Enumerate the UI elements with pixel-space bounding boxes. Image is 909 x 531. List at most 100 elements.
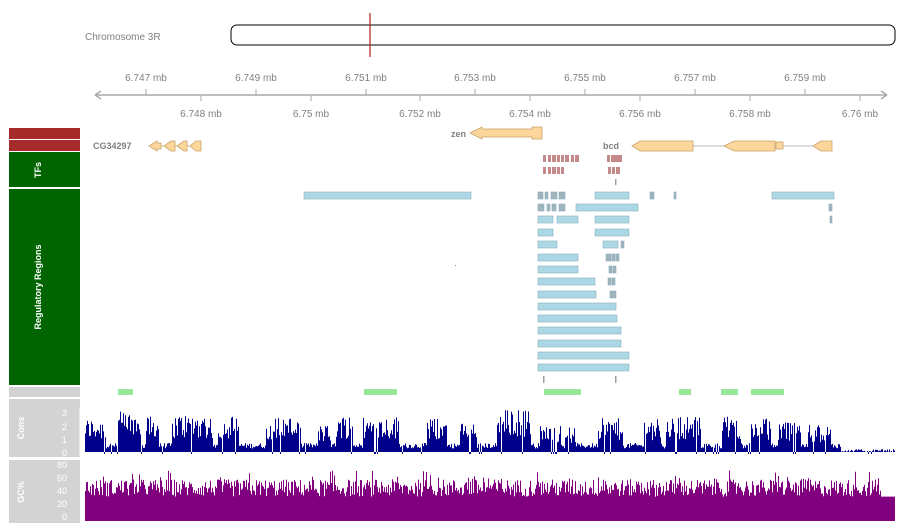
gene-zen[interactable] [469, 126, 543, 140]
regulatory-region[interactable] [303, 191, 472, 200]
regulatory-region[interactable] [829, 215, 833, 224]
tf-site[interactable] [561, 167, 564, 174]
regulatory-region[interactable] [673, 191, 677, 200]
regulatory-region[interactable] [615, 376, 617, 383]
regulatory-region[interactable] [558, 203, 566, 212]
regulatory-region[interactable] [537, 277, 596, 286]
tf-site[interactable] [552, 167, 556, 174]
tf-site[interactable] [565, 155, 569, 162]
regulatory-region[interactable] [551, 203, 557, 212]
axis-tick-label: 6.759 mb [784, 73, 826, 84]
tf-site[interactable] [548, 167, 551, 174]
regulatory-region[interactable] [550, 191, 558, 200]
highlight-region[interactable] [364, 389, 397, 395]
regulatory-region[interactable] [558, 191, 566, 200]
regulatory-region[interactable] [537, 314, 618, 323]
regulatory-region[interactable] [537, 290, 597, 299]
gc-tick-20: 20 [57, 499, 67, 509]
regulatory-region[interactable] [537, 351, 630, 360]
regulatory-region[interactable] [537, 363, 630, 372]
regulatory-region[interactable] [649, 191, 655, 200]
regulatory-region[interactable] [543, 376, 545, 383]
tf-site[interactable] [608, 167, 611, 174]
tf-site[interactable] [561, 155, 564, 162]
regulatory-region[interactable] [537, 203, 545, 212]
regulatory-region[interactable] [575, 203, 639, 212]
gc-tick-80: 80 [57, 460, 67, 470]
regulatory-region[interactable] [612, 265, 617, 274]
regulatory-region[interactable] [609, 290, 617, 299]
tf-site[interactable] [552, 155, 556, 162]
axis-tick-label: 6.756 mb [619, 109, 661, 120]
gc-tick-40: 40 [57, 486, 67, 496]
gene-track: zen CG34297 bcd [93, 126, 833, 152]
regulatory-region[interactable] [608, 265, 613, 274]
highlight-region[interactable] [679, 389, 691, 395]
track-panel-red-1 [9, 128, 80, 139]
regulatory-region[interactable] [771, 191, 835, 200]
tf-site[interactable] [557, 155, 560, 162]
regulatory-region[interactable] [546, 203, 551, 212]
highlight-region[interactable] [721, 389, 738, 395]
axis-tick-label: 6.75 mb [293, 109, 330, 120]
regulatory-region[interactable] [594, 215, 630, 224]
tf-site[interactable] [548, 155, 551, 162]
tf-site[interactable] [615, 155, 619, 162]
conservation-signal [85, 410, 895, 454]
regulatory-region[interactable] [611, 253, 616, 262]
regulatory-region[interactable] [594, 228, 630, 237]
regulatory-region[interactable] [607, 277, 612, 286]
track-panel-regulatory [9, 189, 80, 385]
regulatory-region[interactable] [544, 191, 549, 200]
axis-tick-label: 6.753 mb [454, 73, 496, 84]
tf-site[interactable] [575, 155, 579, 162]
tf-site[interactable] [607, 155, 610, 162]
regulatory-region[interactable] [611, 277, 616, 286]
gc-tick-60: 60 [57, 473, 67, 483]
cons-axis: 3 2 1 0 [62, 407, 81, 458]
regulatory-region[interactable] [455, 265, 456, 266]
regulatory-region[interactable] [556, 215, 579, 224]
tf-site[interactable] [543, 155, 546, 162]
regulatory-region-track [303, 191, 835, 383]
tf-site[interactable] [619, 155, 622, 162]
axis-tick-label: 6.757 mb [674, 73, 716, 84]
regulatory-region[interactable] [537, 302, 617, 311]
tf-site[interactable] [616, 167, 620, 174]
tf-track [543, 155, 622, 185]
tf-site[interactable] [615, 179, 617, 185]
tf-site[interactable] [557, 167, 560, 174]
tf-site[interactable] [612, 167, 615, 174]
chromosome-ideogram[interactable] [230, 24, 896, 46]
regulatory-region[interactable] [537, 339, 622, 348]
tf-site[interactable] [543, 167, 546, 174]
regulatory-region[interactable] [537, 215, 554, 224]
regulatory-region[interactable] [537, 191, 544, 200]
regulatory-region[interactable] [615, 253, 620, 262]
regulatory-region[interactable] [602, 240, 619, 249]
regulatory-region[interactable] [828, 203, 833, 212]
regulatory-region[interactable] [594, 191, 630, 200]
track-label-tfs: TFs [33, 162, 43, 178]
regulatory-region[interactable] [537, 240, 558, 249]
axis-tick-label: 6.754 mb [509, 109, 551, 120]
axis-tick-label: 6.751 mb [345, 73, 387, 84]
highlight-region[interactable] [544, 389, 581, 395]
gc-content-signal [85, 470, 895, 521]
regulatory-region[interactable] [620, 240, 625, 249]
regulatory-region[interactable] [537, 228, 554, 237]
axis-right-arrow [880, 90, 888, 100]
tf-site[interactable] [611, 155, 615, 162]
gene-bcd[interactable] [631, 140, 833, 152]
regulatory-region[interactable] [537, 265, 579, 274]
regulatory-region[interactable] [537, 253, 579, 262]
regulatory-region[interactable] [605, 253, 612, 262]
axis-tick-label: 6.758 mb [729, 109, 771, 120]
tf-site[interactable] [571, 155, 574, 162]
gene-label-cg34297: CG34297 [93, 141, 132, 151]
highlight-region[interactable] [118, 389, 133, 395]
regulatory-region[interactable] [537, 326, 622, 335]
track-panel-red-2 [9, 140, 80, 151]
highlight-region[interactable] [751, 389, 784, 395]
gene-cg34297[interactable] [148, 140, 202, 152]
